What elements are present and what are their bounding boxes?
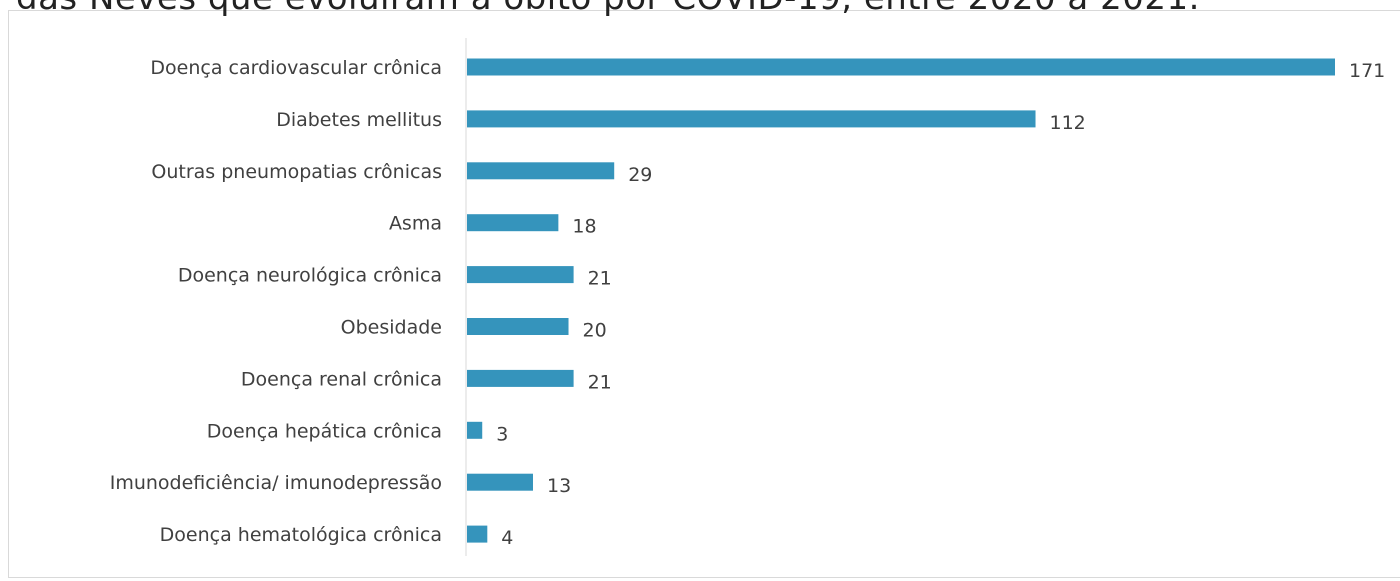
category-label: Doença hepática crônica [207,420,442,442]
bar [467,214,559,232]
value-label: 171 [1349,60,1385,82]
value-label: 4 [501,527,513,549]
value-labels-group: 171 112 29 18 21 20 21 3 13 4 [496,60,1385,549]
category-label: Diabetes mellitus [276,109,442,131]
category-labels-group: Doença cardiovascular crônica Diabetes me… [110,57,442,546]
value-label: 29 [628,164,652,186]
category-label: Doença neurológica crônica [178,265,442,287]
bar [467,58,1335,76]
bar [467,266,574,284]
category-label: Obesidade [341,317,442,339]
bars-group [467,58,1335,543]
bar [467,525,488,543]
bar [467,110,1036,128]
bar [467,162,615,180]
category-label: Doença hematológica crônica [160,524,442,546]
value-label: 112 [1050,112,1086,134]
chart-title: das Neves que evoluíram a óbito por COVI… [16,0,1200,18]
bar [467,473,533,491]
value-label: 20 [583,320,607,342]
bar [467,369,574,387]
bar [467,318,569,335]
value-label: 18 [572,216,596,238]
category-label: Asma [389,213,442,235]
category-label: Imunodeficiência/ imunodepressão [110,472,442,494]
category-label: Doença cardiovascular crônica [150,57,442,79]
value-label: 13 [547,475,571,497]
value-label: 3 [496,423,508,445]
value-label: 21 [588,268,612,290]
category-label: Outras pneumopatias crônicas [151,161,442,183]
bar [467,421,483,439]
category-label: Doença renal crônica [241,368,442,390]
chart-frame [8,10,1400,578]
value-label: 21 [588,371,612,393]
